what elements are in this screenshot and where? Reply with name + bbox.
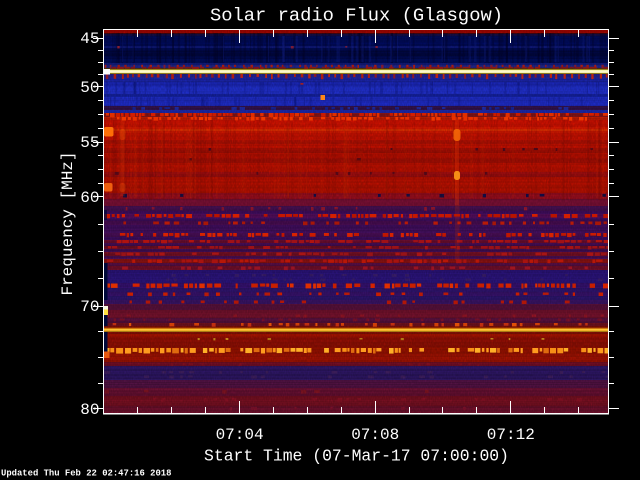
svg-text:Updated Thu Feb 22 02:47:16 20: Updated Thu Feb 22 02:47:16 2018: [1, 469, 171, 479]
svg-text:07:08: 07:08: [351, 426, 399, 444]
svg-text:55: 55: [80, 134, 99, 152]
svg-text:50: 50: [80, 79, 99, 97]
svg-text:70: 70: [80, 298, 99, 316]
svg-text:07:04: 07:04: [216, 426, 264, 444]
svg-text:45: 45: [80, 30, 99, 48]
svg-text:07:12: 07:12: [487, 426, 535, 444]
svg-text:Frequency [MHz]: Frequency [MHz]: [59, 151, 77, 295]
svg-text:80: 80: [80, 401, 99, 419]
svg-text:Start Time (07-Mar-17 07:00:00: Start Time (07-Mar-17 07:00:00): [204, 447, 509, 466]
svg-text:Solar radio Flux (Glasgow): Solar radio Flux (Glasgow): [210, 5, 503, 27]
svg-text:60: 60: [80, 189, 99, 207]
